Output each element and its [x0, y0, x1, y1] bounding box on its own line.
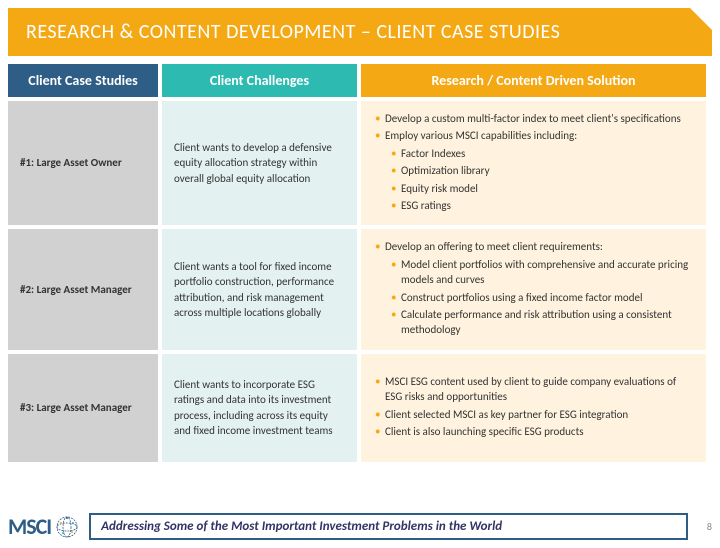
- list-item: Equity risk model: [373, 181, 694, 196]
- row3-label: #3: Large Asset Manager: [8, 354, 158, 462]
- row3-solution: MSCI ESG content used by client to guide…: [361, 354, 706, 462]
- header-solution: Research / Content Driven Solution: [361, 64, 706, 97]
- logo-text: MSCI: [8, 513, 51, 540]
- list-item: Develop an offering to meet client requi…: [373, 239, 694, 254]
- list-item: MSCI ESG content used by client to guide…: [373, 374, 694, 405]
- row2-challenge: Client wants a tool for fixed income por…: [162, 229, 357, 349]
- list-item: ESG ratings: [373, 198, 694, 213]
- list-item: Develop a custom multi-factor index to m…: [373, 111, 694, 126]
- header-challenges: Client Challenges: [162, 64, 357, 97]
- title-banner: RESEARCH & CONTENT DEVELOPMENT – CLIENT …: [8, 8, 712, 56]
- list-item: Model client portfolios with comprehensi…: [373, 257, 694, 288]
- row1-label: #1: Large Asset Owner: [8, 101, 158, 225]
- list-item: Optimization library: [373, 163, 694, 178]
- page-number: 8: [698, 520, 712, 533]
- globe-icon: [55, 515, 79, 539]
- footer: MSCI Addressing Some of the Most Importa…: [8, 513, 712, 540]
- row2-solution: Develop an offering to meet client requi…: [361, 229, 706, 349]
- list-item: Calculate performance and risk attributi…: [373, 307, 694, 338]
- case-study-grid: Client Case Studies Client Challenges Re…: [8, 64, 712, 462]
- list-item: Client selected MSCI as key partner for …: [373, 407, 694, 422]
- row1-challenge: Client wants to develop a defensive equi…: [162, 101, 357, 225]
- list-item: Client is also launching specific ESG pr…: [373, 424, 694, 439]
- list-item: Construct portfolios using a fixed incom…: [373, 290, 694, 305]
- row2-label: #2: Large Asset Manager: [8, 229, 158, 349]
- list-item: Employ various MSCI capabilities includi…: [373, 128, 694, 143]
- tagline: Addressing Some of the Most Important In…: [89, 513, 688, 540]
- header-case-studies: Client Case Studies: [8, 64, 158, 97]
- logo: MSCI: [8, 513, 79, 540]
- list-item: Factor Indexes: [373, 146, 694, 161]
- row3-challenge: Client wants to incorporate ESG ratings …: [162, 354, 357, 462]
- row1-solution: Develop a custom multi-factor index to m…: [361, 101, 706, 225]
